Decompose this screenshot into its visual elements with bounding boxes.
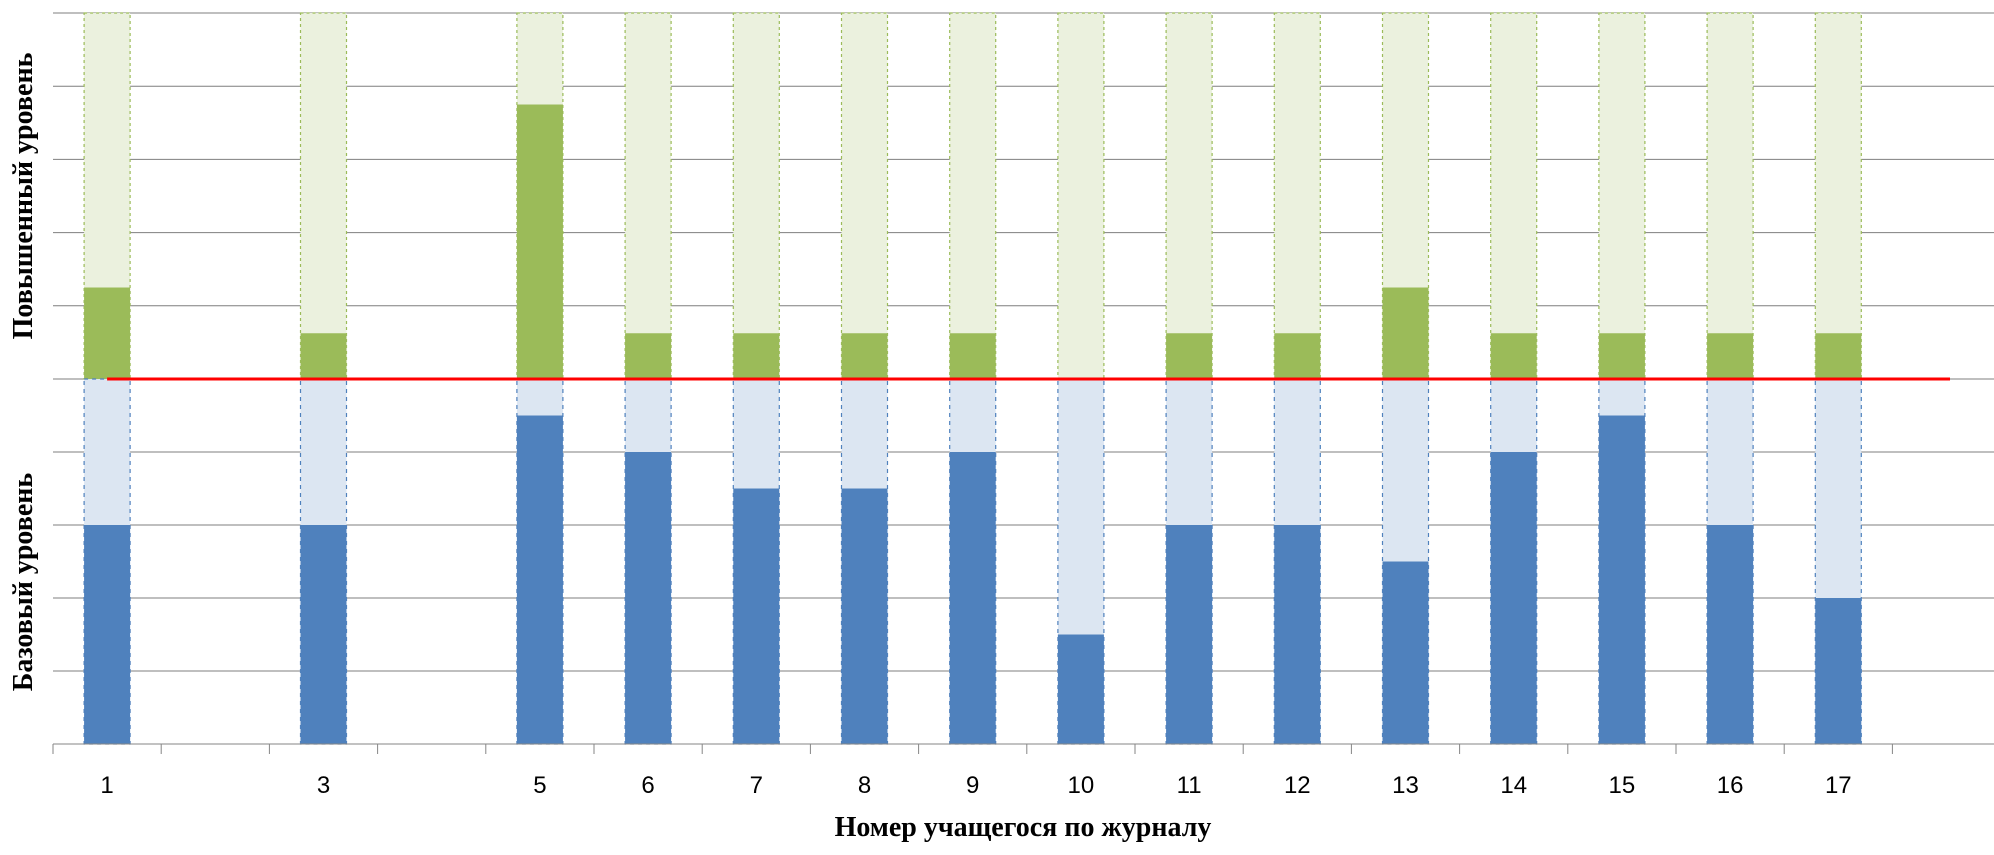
upper-bar xyxy=(949,333,996,379)
upper-bar-background xyxy=(1057,12,1105,380)
lower-bar xyxy=(300,525,347,744)
upper-bar-background xyxy=(840,12,889,380)
upper-bar xyxy=(1815,333,1862,379)
upper-bar-background xyxy=(949,12,997,380)
x-tick-label: 9 xyxy=(966,772,979,799)
lower-bar xyxy=(625,452,672,744)
lower-bar xyxy=(949,452,996,744)
lower-bar xyxy=(1707,525,1754,744)
upper-bar xyxy=(516,104,563,379)
x-axis xyxy=(52,743,1994,754)
x-tick-label: 16 xyxy=(1717,772,1744,799)
x-tick-label: 10 xyxy=(1068,772,1095,799)
x-tick-label: 7 xyxy=(750,772,763,799)
lower-bar xyxy=(1274,525,1321,744)
upper-bar-background xyxy=(1165,12,1213,380)
bars xyxy=(83,12,1950,745)
lower-bar xyxy=(1382,561,1429,744)
lower-bar xyxy=(841,488,888,744)
x-tick-label: 6 xyxy=(641,772,654,799)
upper-bar xyxy=(1166,333,1213,379)
upper-bar xyxy=(1382,287,1429,379)
x-tick-label: 5 xyxy=(533,772,546,799)
lower-bar xyxy=(1598,415,1645,744)
lower-bar xyxy=(1815,598,1862,744)
upper-bar xyxy=(841,333,888,379)
x-tick-label: 15 xyxy=(1609,772,1636,799)
upper-bar-background xyxy=(1814,12,1862,380)
x-tick-label: 14 xyxy=(1500,772,1527,799)
lower-bar xyxy=(84,525,131,744)
upper-bar-background xyxy=(299,12,348,380)
x-tick-labels: 1 3 5 6 7 8 9 10 11 12 13 14 15 16 17 xyxy=(100,772,1851,799)
x-tick-label: 3 xyxy=(317,772,330,799)
x-axis-title: Номер учащегося по журналу xyxy=(835,812,1212,843)
y-axis-title-upper: Повышенный уровень xyxy=(8,52,39,339)
upper-bar-background xyxy=(624,12,672,380)
upper-bar xyxy=(84,287,131,379)
upper-bar xyxy=(1707,333,1754,379)
lower-bar xyxy=(1166,525,1213,744)
upper-bar-background xyxy=(1598,12,1646,380)
x-tick-label: 8 xyxy=(858,772,871,799)
x-tick-label: 11 xyxy=(1177,772,1202,799)
x-tick-label: 17 xyxy=(1825,772,1852,799)
upper-bar xyxy=(625,333,672,379)
upper-bar-background xyxy=(1490,12,1538,380)
x-tick-label: 12 xyxy=(1284,772,1311,799)
upper-bar xyxy=(1598,333,1645,379)
lower-bar xyxy=(1057,634,1104,744)
upper-bar xyxy=(1490,333,1537,379)
upper-bar xyxy=(733,333,780,379)
y-axis-title-lower: Базовый уровень xyxy=(8,473,39,692)
upper-bar xyxy=(300,333,347,379)
lower-bar xyxy=(1490,452,1537,744)
upper-bar xyxy=(1274,333,1321,379)
upper-bar-background xyxy=(732,12,780,380)
lower-bar xyxy=(733,488,780,744)
x-tick-label: 1 xyxy=(100,772,113,799)
lower-bar xyxy=(516,415,563,744)
x-tick-label: 13 xyxy=(1392,772,1419,799)
upper-bar-background xyxy=(1273,12,1321,380)
upper-bar-background xyxy=(1706,12,1754,380)
